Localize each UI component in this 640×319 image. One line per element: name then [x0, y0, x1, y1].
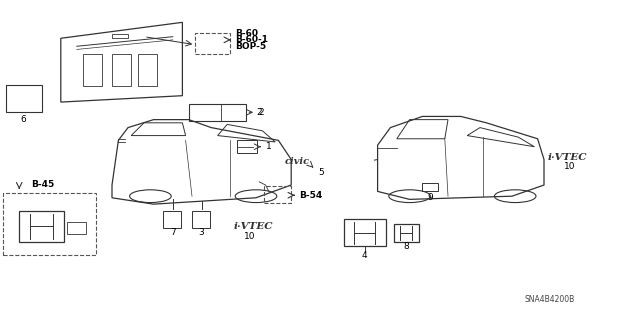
- Bar: [344, 219, 385, 246]
- Bar: [189, 104, 246, 121]
- Text: i·VTEC: i·VTEC: [234, 222, 273, 231]
- Text: 9: 9: [428, 193, 433, 202]
- Text: SNA4B4200B: SNA4B4200B: [525, 295, 575, 304]
- Bar: [67, 222, 86, 234]
- Text: 10: 10: [244, 232, 255, 241]
- Text: 2: 2: [258, 108, 264, 117]
- Text: 1: 1: [266, 142, 271, 151]
- Bar: [394, 224, 419, 242]
- Text: civic: civic: [285, 157, 310, 166]
- Bar: [163, 211, 181, 228]
- Text: i·VTEC: i·VTEC: [548, 153, 588, 162]
- Bar: [6, 85, 42, 112]
- Text: 4: 4: [362, 251, 367, 260]
- Text: 10: 10: [564, 162, 575, 171]
- Bar: [422, 183, 438, 191]
- Text: 5: 5: [318, 168, 324, 177]
- Text: B-60-1: B-60-1: [236, 35, 269, 44]
- Bar: [264, 186, 291, 203]
- Text: BOP-5: BOP-5: [236, 42, 267, 51]
- Text: 7: 7: [170, 228, 175, 237]
- Bar: [19, 211, 64, 242]
- Bar: [237, 140, 257, 153]
- Text: B-60: B-60: [236, 29, 259, 38]
- Text: 6: 6: [21, 115, 26, 124]
- Text: 2: 2: [256, 108, 262, 117]
- Bar: [3, 193, 96, 255]
- Bar: [195, 33, 230, 54]
- Bar: [192, 211, 210, 228]
- Bar: [112, 54, 131, 86]
- Bar: [138, 54, 157, 86]
- Bar: [112, 34, 128, 38]
- Bar: [83, 54, 102, 86]
- Text: B-45: B-45: [31, 180, 54, 189]
- Text: B-54: B-54: [300, 191, 323, 200]
- Text: 8: 8: [404, 242, 409, 251]
- Text: 3: 3: [199, 228, 204, 237]
